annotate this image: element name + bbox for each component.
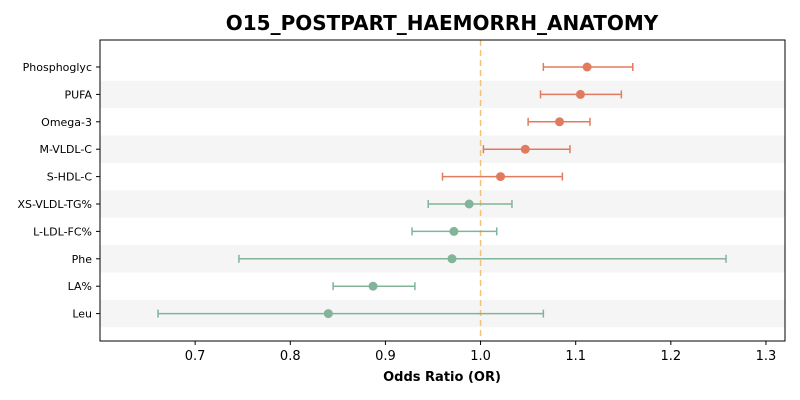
estimates-layer <box>157 62 727 319</box>
estimate-point <box>464 199 474 209</box>
y-tick-label: Leu <box>72 308 92 321</box>
y-tick-label: Omega-3 <box>41 116 92 129</box>
y-tick-label: M-VLDL-C <box>39 143 92 156</box>
y-tick-label: LA% <box>68 280 92 293</box>
y-tick-label: PUFA <box>64 88 92 101</box>
x-axis-ticks: 0.7 0.8 0.9 1.0 1.1 1.2 1.3 <box>185 341 777 364</box>
estimate-point <box>575 89 585 99</box>
y-tick-label: Phosphoglyc <box>23 61 92 74</box>
y-tick-label: Phe <box>72 253 93 266</box>
estimate-point <box>449 226 459 236</box>
x-tick-label: 0.8 <box>280 349 301 364</box>
estimate-point <box>368 281 378 291</box>
y-tick-label: L-LDL-FC% <box>33 225 92 238</box>
estimate-point <box>447 254 457 264</box>
x-tick-label: 1.2 <box>660 349 681 364</box>
x-axis-label: Odds Ratio (OR) <box>383 370 501 385</box>
estimate-point <box>496 172 506 182</box>
x-tick-label: 0.7 <box>185 349 206 364</box>
chart-title: O15_POSTPART_HAEMORRH_ANATOMY <box>226 11 659 35</box>
y-tick-label: XS-VLDL-TG% <box>17 198 92 211</box>
estimate-point <box>520 144 530 154</box>
row-shade <box>100 80 785 109</box>
y-tick-label: S-HDL-C <box>47 171 93 184</box>
x-tick-label: 1.0 <box>470 349 491 364</box>
x-tick-label: 0.9 <box>375 349 396 364</box>
x-tick-label: 1.1 <box>565 349 586 364</box>
estimate-point <box>323 309 333 319</box>
estimate-point <box>555 117 565 127</box>
estimate-point <box>582 62 592 72</box>
x-tick-label: 1.3 <box>756 349 777 364</box>
y-axis-ticks: Phosphoglyc PUFA Omega-3 M-VLDL-C S-HDL-C XS-… <box>17 61 100 321</box>
row-shade <box>100 135 785 163</box>
plot-frame <box>99 39 786 342</box>
